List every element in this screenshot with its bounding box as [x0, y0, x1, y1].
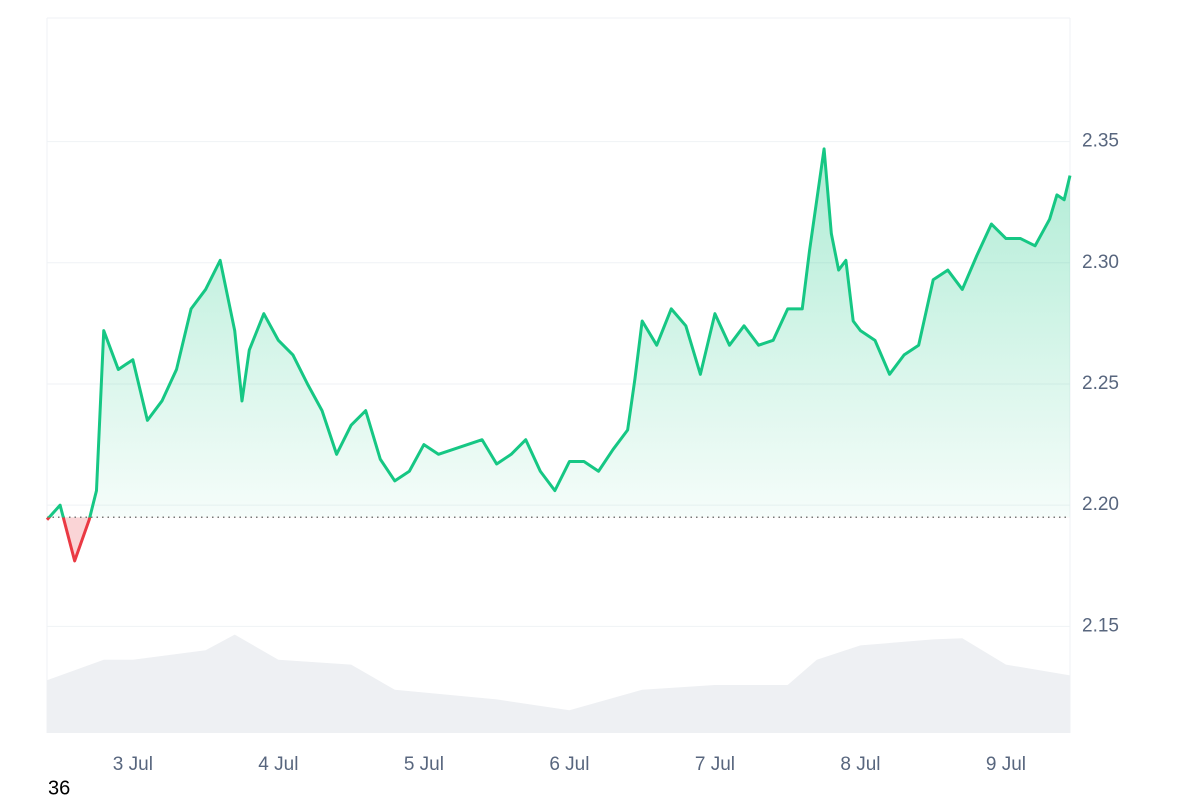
x-tick-label: 3 Jul — [113, 754, 153, 775]
y-tick-label: 2.15 — [1082, 615, 1119, 636]
y-tick-label: 2.35 — [1082, 131, 1119, 152]
volume-area — [47, 634, 1070, 733]
area-above — [47, 148, 1070, 518]
x-tick-label: 9 Jul — [986, 754, 1026, 775]
x-tick-label: 8 Jul — [840, 754, 880, 775]
area-below — [47, 517, 90, 561]
x-tick-label: 7 Jul — [695, 754, 735, 775]
x-tick-label: 6 Jul — [549, 754, 589, 775]
x-tick-label: 4 Jul — [258, 754, 298, 775]
x-tick-label: 5 Jul — [404, 754, 444, 775]
price-line — [45, 147, 1072, 563]
y-tick-label: 2.30 — [1082, 252, 1119, 273]
footer-text: 36 — [48, 777, 70, 799]
y-tick-label: 2.20 — [1082, 494, 1119, 515]
y-tick-label: 2.25 — [1082, 373, 1119, 394]
